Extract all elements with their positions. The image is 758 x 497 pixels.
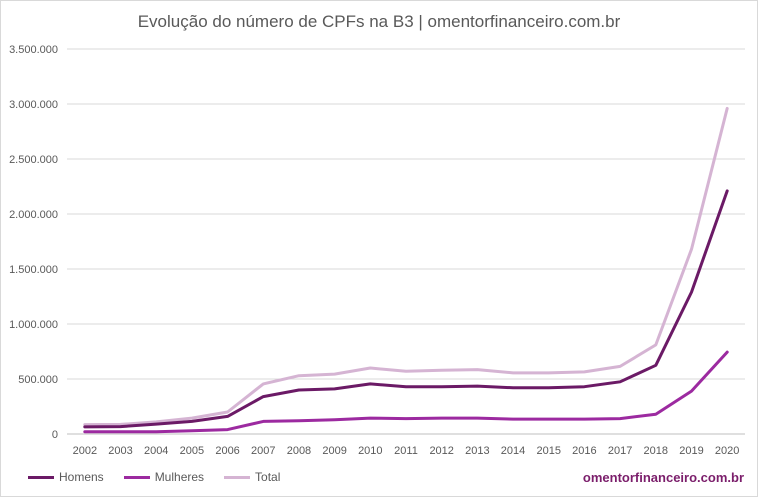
x-tick-label: 2010: [358, 445, 382, 457]
x-tick-label: 2017: [608, 445, 632, 457]
legend-item-homens: Homens: [28, 470, 104, 484]
x-tick-label: 2006: [215, 445, 239, 457]
series-line-mulheres: [83, 350, 729, 434]
legend-item-total: Total: [224, 470, 280, 484]
source-label: omentorfinanceiro.com.br: [582, 470, 744, 485]
legend-swatch-total: [224, 475, 251, 479]
x-tick-label: 2015: [536, 445, 560, 457]
series-line-homens: [83, 189, 729, 429]
y-tick-label: 2.500.000: [9, 154, 58, 166]
legend-item-mulheres: Mulheres: [123, 470, 205, 484]
y-tick-label: 2.000.000: [9, 209, 58, 221]
y-tick-label: 0: [52, 429, 58, 441]
legend: Homens Mulheres Total: [28, 470, 300, 484]
series-line-total: [83, 106, 729, 427]
x-tick-label: 2011: [394, 445, 418, 457]
x-tick-label: 2013: [465, 445, 489, 457]
legend-swatch-homens: [28, 475, 54, 479]
legend-swatch-mulheres: [123, 475, 150, 479]
legend-label-total: Total: [255, 470, 281, 484]
legend-label-homens: Homens: [59, 470, 104, 484]
x-tick-label: 2014: [501, 445, 525, 457]
y-tick-label: 500.000: [18, 374, 58, 386]
x-tick-label: 2007: [251, 445, 275, 457]
x-tick-label: 2019: [679, 445, 703, 457]
x-tick-label: 2012: [429, 445, 453, 457]
x-tick-label: 2016: [572, 445, 596, 457]
legend-label-mulheres: Mulheres: [154, 470, 205, 484]
chart-title: Evolução do número de CPFs na B3 | oment…: [137, 12, 621, 31]
x-tick-label: 2003: [108, 445, 132, 457]
y-tick-label: 3.000.000: [9, 99, 58, 111]
x-tick-label: 2018: [644, 445, 668, 457]
x-tick-label: 2002: [73, 445, 97, 457]
x-tick-label: 2008: [287, 445, 311, 457]
x-tick-label: 2020: [715, 445, 739, 457]
y-tick-label: 1.500.000: [9, 264, 58, 276]
y-tick-label: 1.000.000: [9, 319, 58, 331]
x-tick-label: 2004: [144, 445, 168, 457]
y-tick-label: 3.500.000: [9, 44, 58, 56]
x-tick-label: 2009: [322, 445, 346, 457]
x-tick-label: 2005: [180, 445, 204, 457]
